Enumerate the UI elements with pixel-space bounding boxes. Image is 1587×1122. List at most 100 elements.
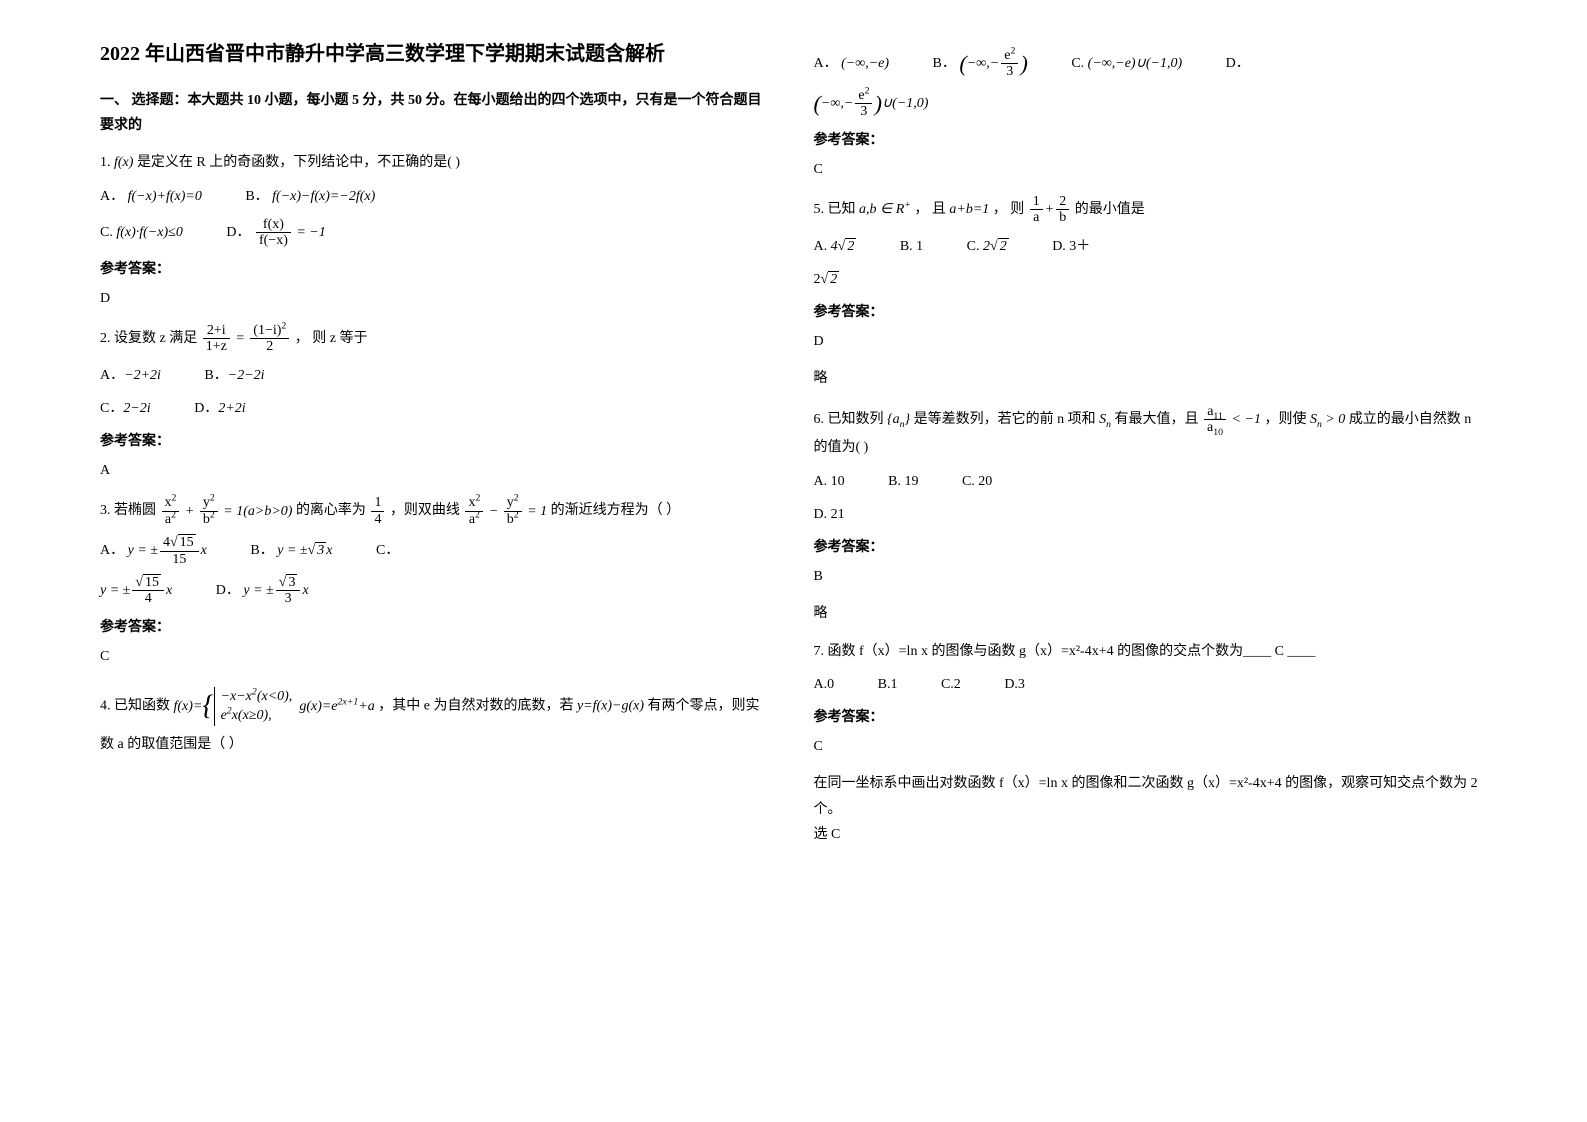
- q3-ecc: 14: [369, 504, 386, 519]
- q3-optA-math: y = ±4√1515x: [128, 543, 207, 558]
- q5-optC: C. 2√2: [967, 234, 1009, 259]
- q3-optD-label: D．: [216, 583, 240, 598]
- question-6: 6. 已知数列 {an} 是等差数列，若它的前 n 项和 Sn 有最大值，且 a…: [814, 404, 1488, 627]
- q1-optD-label: D．: [226, 225, 250, 240]
- q3-stem-mid1: 的离心率为: [296, 504, 370, 519]
- q4-optA-label: A．: [814, 56, 838, 71]
- q1-optA: A． f(−x)+f(x)=0: [100, 184, 202, 209]
- q1-optB-label: B．: [245, 189, 268, 204]
- q6-ans: B: [814, 564, 1488, 589]
- q4-optD-math: (−∞,−e23)∪(−1,0): [814, 96, 929, 111]
- q3-optB-math: y = ±√3x: [277, 542, 332, 558]
- q5-optD2-math: √2: [821, 271, 840, 287]
- q3-options-row2: y = ±√154x D． y = ±√33x: [100, 575, 774, 607]
- q3-ellipse: x2a2 + y2b2 = 1(a>b>0): [160, 504, 296, 519]
- section-heading: 一、 选择题：本大题共 10 小题，每小题 5 分，共 50 分。在每小题给出的…: [100, 88, 774, 138]
- q1-optA-math: f(−x)+f(x)=0: [128, 189, 202, 204]
- q5-optD-cont: 2√2: [814, 267, 1488, 292]
- q7-expl1: 在同一坐标系中画出对数函数 f（x）=ln x 的图像和二次函数 g（x）=x²…: [814, 771, 1488, 821]
- q5-stem-mid2: ， 则: [993, 202, 1028, 217]
- q1-optB-math: f(−x)−f(x)=−2f(x): [272, 189, 375, 204]
- q7-expl2: 选 C: [814, 822, 1488, 847]
- q5-ans: D: [814, 329, 1488, 354]
- q3-optD-math: y = ±√33x: [243, 583, 308, 598]
- question-3: 3. 若椭圆 x2a2 + y2b2 = 1(a>b>0) 的离心率为 14 ，…: [100, 495, 774, 669]
- q2-eq: 2+i1+z = (1−i)22: [201, 331, 295, 346]
- q1-optD-math: f(x)f(−x) = −1: [254, 225, 326, 240]
- q2-optC: C．2−2i: [100, 396, 151, 421]
- q2-optB-math: −2−2i: [228, 368, 265, 383]
- q3-ans-label: 参考答案：: [100, 615, 774, 640]
- q5-optA-label: A.: [814, 239, 831, 254]
- q3-optC-label: C．: [376, 543, 399, 558]
- q2-optA: A．−2+2i: [100, 363, 161, 388]
- q3-optC: C．: [376, 538, 399, 563]
- q5-optD2-pre: 2: [814, 272, 821, 287]
- question-7: 7. 函数 f（x）=ln x 的图像与函数 g（x）=x²-4x+4 的图像的…: [814, 639, 1488, 847]
- q1-optC: C. f(x)·f(−x)≤0: [100, 220, 183, 245]
- q3-stem-mid2: ，则双曲线: [390, 504, 464, 519]
- q3-optA-label: A．: [100, 543, 124, 558]
- q4-ans: C: [814, 157, 1488, 182]
- question-2: 2. 设复数 z 满足 2+i1+z = (1−i)22 ， 则 z 等于 A．…: [100, 323, 774, 484]
- q6-optA: A. 10: [814, 469, 845, 494]
- q2-optC-math: 2−2i: [123, 401, 150, 416]
- q2-ans-label: 参考答案：: [100, 429, 774, 454]
- q7-optA: A.0: [814, 672, 835, 697]
- q5-stem-pre: 5. 已知: [814, 202, 860, 217]
- q1-ans: D: [100, 286, 774, 311]
- q4-stem-pre: 4. 已知函数: [100, 699, 174, 714]
- q1-options-row2: C. f(x)·f(−x)≤0 D． f(x)f(−x) = −1: [100, 217, 774, 249]
- q2-optD: D．2+2i: [194, 396, 245, 421]
- question-4: 4. 已知函数 f(x)={−x−x2(x<0),e2x(x≥0), g(x)=…: [100, 681, 774, 757]
- q5-stem-tail: 的最小值是: [1075, 202, 1145, 217]
- question-5: 5. 已知 a,b ∈ R+ ， 且 a+b=1 ， 则 1a+2b 的最小值是…: [814, 194, 1488, 392]
- q4-ans-label: 参考答案：: [814, 128, 1488, 153]
- q5-omit: 略: [814, 366, 1488, 391]
- q7-options: A.0 B.1 C.2 D.3: [814, 672, 1488, 697]
- q3-stem-pre: 3. 若椭圆: [100, 504, 160, 519]
- q4-optB-math: (−∞,−e23): [959, 56, 1027, 71]
- q4-optB: B． (−∞,−e23): [933, 48, 1028, 80]
- q6-optB: B. 19: [888, 469, 918, 494]
- q3-options-row1: A． y = ±4√1515x B． y = ±√3x C．: [100, 535, 774, 567]
- q2-stem-tail: ， 则 z 等于: [295, 331, 368, 346]
- question-1: 1. f(x) 是定义在 R 上的奇函数，下列结论中，不正确的是( ) A． f…: [100, 150, 774, 311]
- q5-optB: B. 1: [900, 234, 923, 259]
- q1-stem-pre: 1.: [100, 155, 114, 170]
- q4-optC-label: C.: [1071, 56, 1084, 71]
- q7-optD: D.3: [1004, 672, 1025, 697]
- q1-options: A． f(−x)+f(x)=0 B． f(−x)−f(x)=−2f(x): [100, 184, 774, 209]
- q6-omit: 略: [814, 601, 1488, 626]
- q6-Sn: Sn: [1099, 412, 1111, 427]
- q3-optC-cont: y = ±√154x: [100, 575, 172, 607]
- q4-stem-mid: ，其中 e 为自然对数的底数，若: [378, 699, 577, 714]
- q5-optC-math: 2√2: [983, 238, 1009, 254]
- q4-fx: f(x)={−x−x2(x<0),e2x(x≥0), g(x)=e2x+1+a: [174, 699, 379, 714]
- q7-ans-label: 参考答案：: [814, 705, 1488, 730]
- q4-optA: A． (−∞,−e): [814, 51, 890, 76]
- q2-options-row2: C．2−2i D．2+2i: [100, 396, 774, 421]
- q5-optA: A. 4√2: [814, 234, 857, 259]
- q4-optC: C. (−∞,−e)∪(−1,0): [1071, 51, 1182, 76]
- q4-yfg: y=f(x)−g(x): [577, 699, 644, 714]
- q4-optD-label: D．: [1226, 56, 1250, 71]
- page-title: 2022 年山西省晋中市静升中学高三数学理下学期期末试题含解析: [100, 40, 774, 68]
- q3-optB-label: B．: [250, 543, 273, 558]
- q3-ans: C: [100, 644, 774, 669]
- q4-optD-row: (−∞,−e23)∪(−1,0): [814, 88, 1488, 120]
- q1-stem-mid: 是定义在 R 上的奇函数，下列结论中，不正确的是( ): [137, 155, 460, 170]
- q2-optD-label: D．: [194, 401, 218, 416]
- q6-ans-label: 参考答案：: [814, 535, 1488, 560]
- q4-optA-math: (−∞,−e): [841, 56, 889, 71]
- q5-optC-label: C.: [967, 239, 983, 254]
- q3-optD: D． y = ±√33x: [216, 575, 309, 607]
- q7-optB: B.1: [878, 672, 898, 697]
- q5-ans-label: 参考答案：: [814, 300, 1488, 325]
- q6-optD: D. 21: [814, 502, 845, 527]
- q1-optA-label: A．: [100, 189, 124, 204]
- q2-stem: 2. 设复数 z 满足: [100, 331, 201, 346]
- q1-ans-label: 参考答案：: [100, 257, 774, 282]
- q5-optA-math: 4√2: [831, 238, 857, 254]
- q2-optD-math: 2+2i: [218, 401, 245, 416]
